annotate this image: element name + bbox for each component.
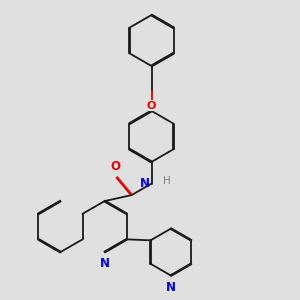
Text: H: H — [163, 176, 171, 186]
Text: O: O — [147, 100, 156, 110]
Text: N: N — [100, 257, 110, 271]
Text: O: O — [110, 160, 120, 173]
Text: N: N — [140, 177, 150, 190]
Text: N: N — [166, 281, 176, 294]
